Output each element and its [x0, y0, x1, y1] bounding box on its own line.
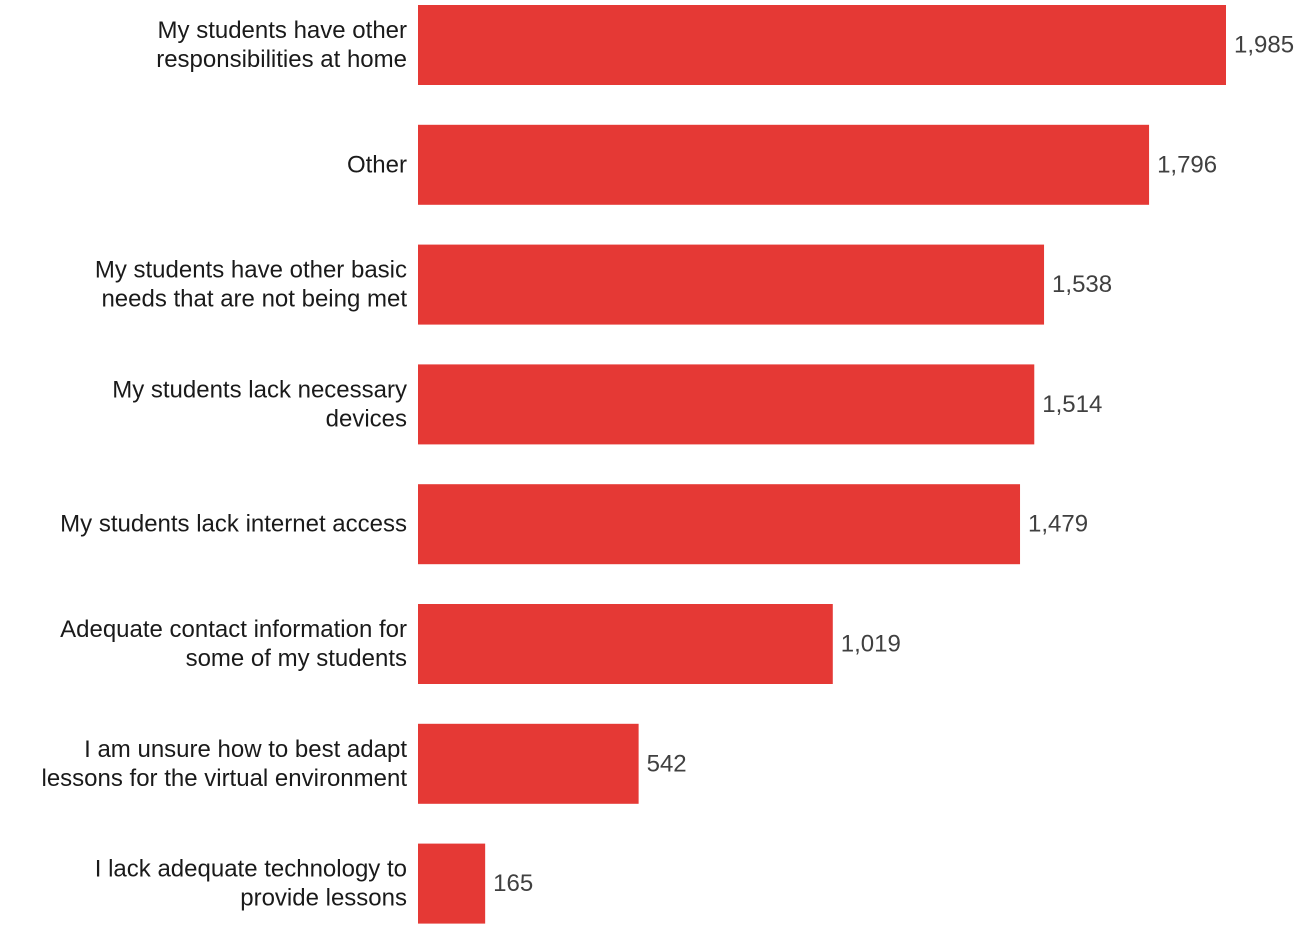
category-label-1-line-0: Other [347, 151, 407, 178]
bar-6 [418, 723, 639, 804]
category-label-2-line-0: My students have other basic [95, 257, 407, 284]
value-label-7: 165 [493, 870, 533, 897]
value-label-1: 1,796 [1157, 151, 1217, 178]
category-label-5-line-1: some of my students [186, 645, 407, 672]
bar-0 [418, 5, 1226, 85]
value-label-0: 1,985 [1234, 32, 1294, 59]
bar-3 [418, 364, 1035, 445]
category-label-7-line-1: provide lessons [240, 885, 407, 912]
value-label-6: 542 [647, 750, 687, 777]
category-label-0-line-0: My students have other [158, 17, 407, 44]
bar-7 [418, 843, 486, 924]
category-label-3-line-1: devices [326, 405, 407, 432]
bar-4 [418, 484, 1021, 565]
category-label-2-line-1: needs that are not being met [101, 286, 407, 313]
value-labels: 1,985 1,796 1,538 1,514 1,479 1,019 542 165 [493, 32, 1294, 898]
category-label-3-line-0: My students lack necessary [112, 376, 407, 403]
bars [418, 5, 1226, 924]
category-label-4-line-0: My students lack internet access [60, 511, 407, 538]
category-label-0-line-1: responsibilities at home [156, 46, 407, 73]
value-label-5: 1,019 [841, 631, 901, 658]
category-label-7-line-0: I lack adequate technology to [95, 856, 407, 883]
bar-1 [418, 124, 1150, 205]
category-label-6-line-0: I am unsure how to best adapt [84, 736, 407, 763]
bar-5 [418, 604, 833, 684]
value-label-4: 1,479 [1028, 511, 1088, 538]
category-label-5-line-0: Adequate contact information for [60, 616, 407, 643]
category-label-6-line-1: lessons for the virtual environment [41, 765, 407, 792]
bar-2 [418, 244, 1045, 325]
value-label-2: 1,538 [1052, 271, 1112, 298]
value-label-3: 1,514 [1042, 391, 1102, 418]
